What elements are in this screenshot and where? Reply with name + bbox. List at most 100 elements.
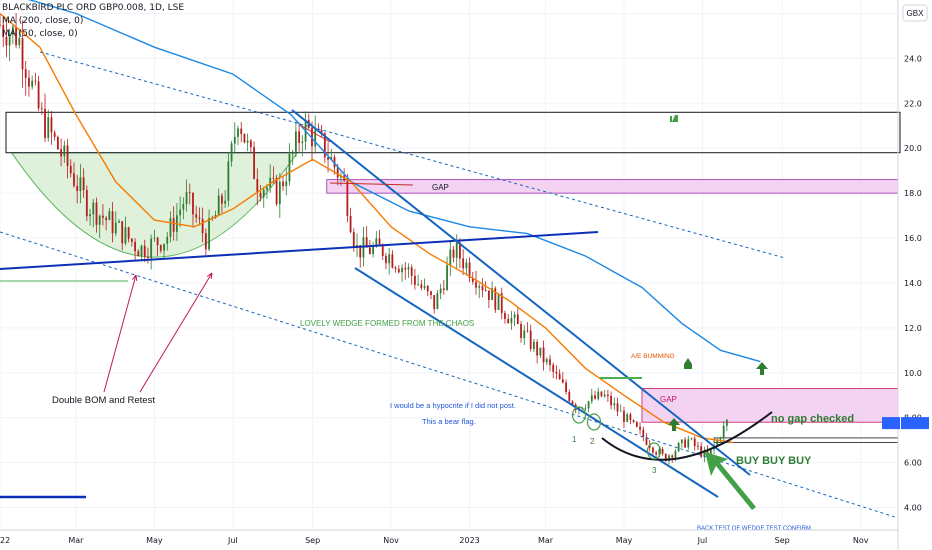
candle-body — [192, 193, 194, 215]
candle-body — [44, 108, 46, 138]
no-gap-label: no gap checked — [771, 413, 854, 425]
candle — [156, 236, 159, 257]
thumbs-up-icon — [670, 115, 678, 122]
candle-body — [159, 245, 162, 251]
candle-body — [8, 34, 11, 46]
candle — [455, 234, 458, 269]
candle-body — [462, 258, 465, 269]
candle-body — [484, 290, 487, 291]
candle-body — [671, 455, 674, 458]
candle-body — [47, 117, 50, 138]
candle-body — [449, 249, 452, 266]
candle — [433, 295, 436, 314]
candle-body — [426, 285, 429, 292]
candle — [603, 390, 606, 398]
candle — [28, 70, 30, 97]
candle-body — [295, 131, 297, 152]
y-tick-label: 14.0 — [904, 279, 922, 288]
candle-body — [465, 262, 468, 269]
candle — [92, 198, 95, 228]
candle — [655, 450, 658, 457]
candle — [15, 13, 17, 49]
candle-body — [481, 286, 484, 291]
circle-label-3: 3 — [652, 466, 657, 475]
candle-body — [597, 391, 600, 399]
double-bottom-arrow-right-head — [206, 272, 213, 280]
candle-body — [504, 313, 506, 319]
candle — [561, 372, 564, 384]
candle — [542, 340, 545, 371]
candle — [320, 124, 323, 138]
candle-body — [230, 143, 233, 162]
candle — [37, 75, 40, 111]
circle-1 — [571, 406, 587, 424]
candle — [436, 289, 439, 310]
candle-body — [63, 145, 66, 157]
candle-body — [529, 330, 532, 349]
gap-zone-upper — [326, 179, 899, 194]
candle — [21, 20, 24, 88]
candle — [352, 228, 355, 252]
candle-body — [291, 151, 294, 154]
candle — [526, 322, 529, 333]
candle-body — [359, 245, 362, 258]
candle — [98, 214, 101, 239]
candle-body — [709, 449, 712, 457]
candle — [378, 229, 381, 246]
candle-body — [266, 187, 268, 190]
ma50-line — [0, 12, 734, 444]
candle-body — [108, 211, 111, 220]
candle-body — [610, 395, 613, 406]
candle-body — [407, 267, 410, 270]
candle-body — [635, 421, 638, 427]
candle-body — [545, 359, 548, 363]
candle — [246, 133, 249, 152]
candle-body — [278, 181, 281, 205]
candle-body — [693, 438, 696, 447]
candle-body — [89, 214, 91, 217]
candle — [426, 284, 429, 297]
candle — [166, 232, 169, 251]
candle — [224, 190, 227, 209]
candle — [442, 279, 445, 295]
hypocrite-label: I would be a hypocrite if I did not post… — [390, 401, 516, 410]
candle — [523, 325, 526, 346]
candle — [613, 397, 616, 411]
candle-body — [613, 403, 616, 406]
candle — [645, 433, 648, 446]
candle — [259, 184, 262, 202]
ma50-legend[interactable]: MA (50, close, 0) — [2, 29, 78, 39]
candle — [404, 261, 407, 280]
candle — [407, 263, 410, 278]
double-bottom-arrow-right — [139, 272, 213, 393]
ma200-legend[interactable]: MA (200, close, 0) — [2, 16, 84, 26]
candle — [629, 412, 632, 425]
candle — [703, 446, 706, 463]
candle — [401, 264, 403, 282]
candle — [111, 202, 114, 243]
buy-arrow-icon — [705, 452, 756, 510]
candle-body — [56, 136, 59, 150]
x-tick-label: Sep — [305, 536, 320, 545]
candle-body — [66, 145, 69, 166]
x-tick-label: Mar — [538, 536, 554, 545]
candle — [481, 278, 484, 298]
candle-body — [147, 256, 149, 259]
candle-body — [436, 293, 439, 310]
candle-body — [552, 364, 555, 372]
ma200-line — [27, 0, 761, 363]
y-tick-label: 24.0 — [904, 54, 922, 63]
candle-body — [471, 277, 474, 282]
candle — [227, 152, 230, 207]
candle — [192, 192, 194, 228]
candle-body — [536, 341, 539, 356]
candle-body — [661, 448, 664, 454]
candle — [475, 270, 477, 295]
candle — [185, 179, 188, 212]
symbol-title[interactable]: BLACKBIRD PLC ORD GBP0.008, 1D, LSE — [2, 3, 185, 13]
candle — [568, 389, 571, 403]
red-horizontal-line — [329, 182, 414, 186]
